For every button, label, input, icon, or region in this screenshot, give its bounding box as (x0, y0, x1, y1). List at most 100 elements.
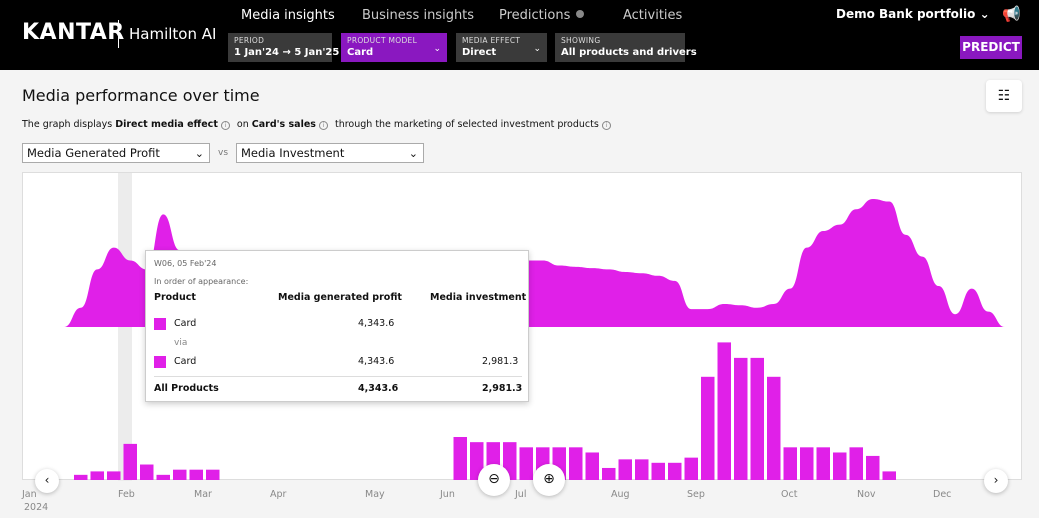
tooltip-divider (154, 376, 522, 377)
info-icon[interactable]: i (220, 121, 230, 130)
investment-bar (849, 447, 863, 480)
period-filter[interactable]: PERIOD 1 Jan'24 → 5 Jan'25 (228, 33, 340, 62)
period-filter-value: 1 Jan'24 → 5 Jan'25 (234, 47, 340, 58)
month-label: Nov (857, 489, 876, 500)
media-effect-filter[interactable]: MEDIA EFFECT Direct ⌄ (456, 33, 547, 62)
chevron-left-icon: ‹ (44, 473, 50, 487)
chart-description: The graph displays Direct media effect i … (22, 119, 615, 130)
kantar-logo: KANTAR (22, 20, 125, 45)
tooltip-week: W06, 05 Feb'24 (154, 259, 217, 268)
tab-activities[interactable]: Activities (623, 8, 683, 23)
tab-predictions[interactable]: Predictions (499, 8, 585, 23)
investment-bar (767, 376, 781, 480)
showing-key: SHOWING (561, 36, 601, 45)
desc-text-1: The graph displays (22, 119, 113, 130)
investment-bar (882, 471, 896, 480)
investment-bar (107, 471, 121, 480)
investment-bar (74, 474, 88, 480)
legend-swatch (154, 318, 166, 330)
investment-bar (684, 457, 698, 480)
tooltip-col-profit: Media generated profit (278, 292, 402, 303)
month-label: Aug (611, 489, 630, 500)
month-label: Jun (440, 489, 455, 500)
investment-bar (569, 447, 583, 480)
tooltip-via: via (174, 338, 188, 348)
media-effect-value: Direct (462, 47, 497, 58)
month-label: Sep (687, 489, 705, 500)
desc-sales: Card's sales (251, 119, 316, 130)
metric-left-value: Media Generated Profit (27, 146, 160, 160)
vs-label: vs (218, 148, 229, 158)
investment-bar (635, 459, 649, 480)
investment-bar (833, 452, 847, 480)
tooltip-row1-profit: 4,343.6 (358, 318, 395, 329)
info-icon[interactable]: i (601, 121, 611, 130)
portfolio-selector[interactable]: Demo Bank portfolio ⌄ (836, 7, 990, 21)
chart-settings-icon: ☷ (997, 88, 1011, 104)
investment-bar (140, 464, 154, 480)
chart-settings-button[interactable]: ☷ (986, 80, 1022, 112)
predict-button[interactable]: PREDICT (960, 36, 1022, 59)
metric-right-select[interactable]: Media Investment ⌄ (236, 143, 424, 163)
portfolio-label: Demo Bank portfolio (836, 7, 976, 21)
logo-divider (118, 20, 119, 48)
tooltip-total-product: All Products (154, 383, 219, 394)
investment-bar (750, 357, 764, 480)
info-icon[interactable]: i (318, 121, 328, 130)
zoom-out-button[interactable]: ⊖ (478, 464, 510, 496)
month-label: Apr (270, 489, 287, 500)
investment-bar (90, 471, 104, 480)
chevron-right-icon: › (993, 473, 999, 487)
tab-media-insights[interactable]: Media insights (241, 8, 335, 23)
tooltip-col-invest: Media investment (430, 292, 527, 303)
top-bar: KANTAR Hamilton AI Media insights Busine… (0, 0, 1039, 70)
product-model-value: Card (347, 47, 374, 58)
investment-bar (816, 447, 830, 480)
investment-bar (866, 455, 880, 480)
tooltip-order: In order of appearance: (154, 277, 249, 286)
tab-predictions-label: Predictions (499, 8, 571, 23)
desc-text-3: through the marketing of selected invest… (334, 119, 599, 130)
investment-bar (123, 443, 137, 480)
showing-filter[interactable]: SHOWING All products and drivers (555, 33, 697, 62)
tooltip-col-product: Product (154, 292, 196, 303)
tooltip-row2-product: Card (174, 356, 197, 367)
tooltip-total-invest: 2,981.3 (482, 383, 523, 394)
investment-bar (668, 462, 682, 480)
media-effect-key: MEDIA EFFECT (462, 36, 521, 45)
year-label: 2024 (24, 502, 49, 513)
metric-left-select[interactable]: Media Generated Profit ⌄ (22, 143, 210, 163)
prev-button[interactable]: ‹ (35, 469, 59, 493)
investment-bar (618, 459, 632, 480)
next-button[interactable]: › (984, 469, 1008, 493)
zoom-in-icon: ⊕ (543, 471, 555, 487)
chevron-down-icon: ⌄ (194, 147, 204, 160)
month-label: Dec (933, 489, 952, 500)
chart-tooltip: W06, 05 Feb'24 In order of appearance: P… (145, 250, 529, 402)
tooltip-row2-invest: 2,981.3 (482, 356, 519, 367)
page-title: Media performance over time (22, 86, 260, 105)
zoom-out-icon: ⊖ (488, 471, 500, 487)
investment-bar (800, 447, 814, 480)
investment-bar (717, 342, 731, 480)
month-label: Oct (781, 489, 798, 500)
chevron-down-icon: ⌄ (408, 147, 418, 160)
month-label: Feb (118, 489, 135, 500)
megaphone-icon[interactable]: 📢 (1002, 5, 1021, 23)
metric-right-value: Media Investment (241, 146, 345, 160)
status-dot-icon (576, 10, 585, 18)
investment-bar (173, 469, 187, 480)
zoom-in-button[interactable]: ⊕ (533, 464, 565, 496)
investment-bar (206, 469, 220, 480)
month-label: Mar (194, 489, 212, 500)
tooltip-row1-product: Card (174, 318, 197, 329)
month-label: May (365, 489, 385, 500)
tooltip-row2-profit: 4,343.6 (358, 356, 395, 367)
product-model-filter[interactable]: PRODUCT MODEL Card ⌄ (341, 33, 447, 62)
desc-effect: Direct media effect (115, 119, 218, 130)
period-filter-key: PERIOD (234, 36, 265, 45)
chevron-down-icon: ⌄ (433, 44, 441, 54)
app-name: Hamilton AI (129, 25, 217, 43)
investment-bar (585, 452, 599, 480)
tab-business-insights[interactable]: Business insights (362, 8, 475, 23)
